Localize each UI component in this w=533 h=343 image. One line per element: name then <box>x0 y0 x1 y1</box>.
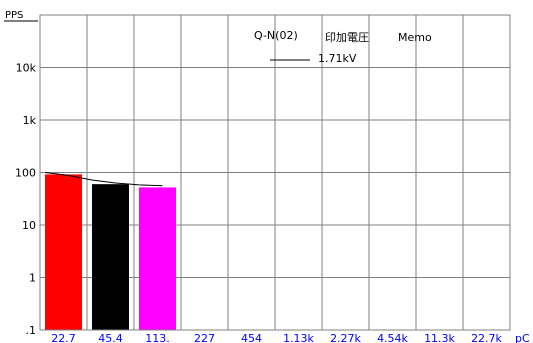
bar <box>139 187 176 330</box>
legend: Q-N(02) 印加電圧 Memo 1.71kV <box>254 29 432 65</box>
x-tick-labels: 22.7 45.4 113. 227 454 1.13k 2.27k 4.54k 11.3k 22… <box>51 332 502 343</box>
legend-entry-label: 1.71kV <box>318 52 357 65</box>
x-tick-label: 11.3k <box>424 332 455 343</box>
y-tick-labels: .1 1 10 100 1k 10k <box>15 62 37 338</box>
plot-frame <box>39 14 511 331</box>
x-unit-label: pC <box>515 332 530 343</box>
y-unit-label: PPS <box>5 10 23 21</box>
bar <box>92 184 129 330</box>
legend-line2: 印加電圧 <box>325 31 369 44</box>
y-tick-label: 100 <box>15 167 36 180</box>
y-tick-label: 1 <box>29 272 36 285</box>
trend-curve <box>44 172 163 187</box>
x-tick-label: 227 <box>194 332 215 343</box>
x-tick-label: 113. <box>145 332 170 343</box>
y-tick-label: 10 <box>22 219 36 232</box>
x-tick-label: 454 <box>241 332 262 343</box>
legend-line1: Q-N(02) <box>254 29 298 42</box>
x-tick-label: 22.7k <box>471 332 502 343</box>
bars <box>45 174 176 330</box>
x-tick-label: 45.4 <box>98 332 123 343</box>
bar <box>45 174 82 330</box>
y-tick-label: .1 <box>26 324 37 337</box>
y-tick-label: 10k <box>16 62 37 75</box>
grid <box>40 15 510 330</box>
y-tick-label: 1k <box>23 114 37 127</box>
x-tick-label: 4.54k <box>377 332 408 343</box>
legend-line3: Memo <box>398 31 432 44</box>
x-tick-label: 22.7 <box>51 332 76 343</box>
x-tick-label: 1.13k <box>283 332 314 343</box>
x-tick-label: 2.27k <box>330 332 361 343</box>
